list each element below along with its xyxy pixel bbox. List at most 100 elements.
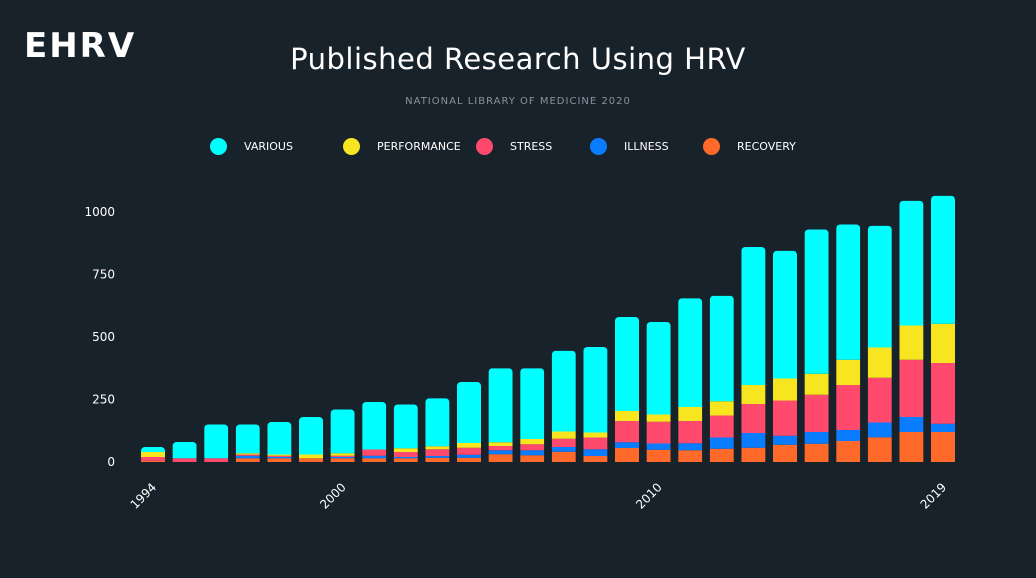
- bar-segment-stress-2016: [836, 385, 861, 430]
- bar-segment-various-1998: [267, 422, 292, 455]
- bar-segment-recovery-2010: [646, 449, 671, 462]
- bar-segment-various-2010: [646, 322, 671, 415]
- x-tick-label: 1994: [128, 480, 159, 511]
- bar-segment-various-1999: [299, 417, 323, 455]
- y-tick-label: 750: [92, 268, 115, 282]
- bar-segment-stress-2010: [646, 421, 671, 444]
- bar-segment-recovery-2009: [615, 448, 639, 462]
- bar-segment-recovery-2016: [836, 441, 861, 462]
- bar-segment-stress-1996: [204, 458, 229, 462]
- bar-segment-recovery-1994: [141, 460, 165, 462]
- bar-segment-various-2002: [393, 404, 418, 449]
- bar-segment-illness-2000: [330, 457, 355, 459]
- bar-segment-various-2006: [520, 368, 545, 439]
- bar-segment-performance-2018: [899, 325, 924, 360]
- bar-2009: [615, 317, 639, 462]
- legend-item-various: VARIOUS: [210, 138, 343, 155]
- bar-segment-various-2000: [330, 409, 355, 454]
- bar-2016: [836, 224, 861, 462]
- bar-segment-recovery-2013: [741, 447, 766, 462]
- bar-segment-illness-2003: [425, 456, 450, 458]
- bar-2012: [709, 295, 734, 462]
- bar-segment-various-2017: [867, 225, 892, 348]
- bar-segment-stress-2000: [330, 455, 355, 457]
- legend-item-stress: STRESS: [476, 138, 590, 155]
- bar-segment-stress-2001: [362, 449, 387, 456]
- bar-2017: [867, 225, 892, 462]
- bar-segment-performance-2005: [488, 442, 513, 446]
- bar-1998: [267, 422, 292, 462]
- bar-segment-various-2015: [804, 229, 829, 374]
- bar-segment-various-2018: [899, 200, 924, 326]
- bar-segment-various-2019: [931, 195, 955, 324]
- bar-1994: [141, 447, 165, 462]
- bar-2008: [583, 347, 608, 462]
- legend-item-performance: PERFORMANCE: [343, 138, 476, 155]
- bar-segment-various-2001: [362, 402, 387, 450]
- bar-segment-illness-2011: [678, 443, 703, 451]
- bar-segment-stress-2014: [773, 400, 797, 436]
- bar-1996: [204, 424, 229, 462]
- bar-segment-stress-2008: [583, 437, 608, 450]
- bar-segment-various-2005: [488, 368, 513, 443]
- bar-segment-recovery-2004: [457, 457, 481, 462]
- legend-swatch: [703, 138, 720, 155]
- bar-segment-performance-2014: [773, 378, 797, 401]
- bar-segment-performance-2007: [551, 431, 576, 439]
- x-tick-label: 2000: [317, 480, 348, 511]
- bar-segment-various-2003: [425, 398, 450, 447]
- bar-segment-performance-2006: [520, 439, 545, 445]
- bar-segment-recovery-2018: [899, 432, 924, 462]
- bar-segment-various-2008: [583, 347, 608, 433]
- bar-segment-stress-2005: [488, 446, 513, 451]
- bar-2002: [393, 404, 418, 462]
- bar-segment-illness-2007: [551, 447, 576, 452]
- legend-label: PERFORMANCE: [377, 140, 461, 153]
- bar-segment-illness-2014: [773, 435, 797, 445]
- bar-segment-stress-2007: [551, 438, 576, 447]
- bar-segment-performance-1997: [235, 453, 260, 455]
- bar-segment-stress-2015: [804, 394, 829, 432]
- bar-segment-performance-2008: [583, 432, 608, 438]
- bar-segment-performance-1999: [299, 454, 323, 459]
- bar-segment-various-1997: [235, 424, 260, 454]
- bar-segment-illness-2018: [899, 417, 924, 432]
- bar-segment-performance-1994: [141, 452, 165, 457]
- bar-segment-recovery-2012: [709, 448, 734, 462]
- y-tick-label: 1000: [84, 205, 115, 219]
- bar-segment-various-2011: [678, 298, 703, 407]
- bar-segment-recovery-2007: [551, 451, 576, 462]
- bar-2001: [362, 402, 387, 462]
- legend-label: RECOVERY: [737, 140, 796, 153]
- bar-segment-recovery-2011: [678, 450, 703, 462]
- bar-1999: [299, 417, 323, 462]
- bar-2019: [931, 195, 955, 462]
- bar-segment-stress-2013: [741, 404, 766, 433]
- bar-segment-stress-2002: [393, 452, 418, 457]
- bar-segment-recovery-2015: [804, 443, 829, 462]
- bar-segment-illness-2016: [836, 430, 861, 441]
- bar-segment-performance-2015: [804, 373, 829, 395]
- bar-segment-performance-2009: [615, 411, 639, 421]
- legend-label: ILLNESS: [624, 140, 669, 153]
- legend-swatch: [590, 138, 607, 155]
- bar-segment-various-2007: [551, 350, 576, 432]
- bar-segment-illness-1998: [267, 457, 292, 459]
- bar-2003: [425, 398, 450, 462]
- bar-segment-various-2013: [741, 247, 766, 385]
- bar-segment-recovery-2002: [393, 458, 418, 462]
- bar-segment-stress-2006: [520, 444, 545, 451]
- x-tick-label: 2010: [633, 480, 664, 511]
- bar-segment-recovery-2017: [867, 437, 892, 462]
- bar-segment-performance-2003: [425, 446, 450, 450]
- bar-segment-illness-2010: [646, 443, 671, 450]
- bar-segment-performance-1998: [267, 454, 292, 456]
- bar-1995: [172, 442, 197, 462]
- bar-segment-performance-2013: [741, 385, 766, 404]
- bar-segment-various-2009: [615, 317, 639, 411]
- bar-segment-various-2014: [773, 250, 797, 379]
- chart-subtitle: NATIONAL LIBRARY OF MEDICINE 2020: [405, 96, 631, 107]
- bar-segment-recovery-2014: [773, 444, 797, 462]
- bar-2007: [551, 350, 576, 462]
